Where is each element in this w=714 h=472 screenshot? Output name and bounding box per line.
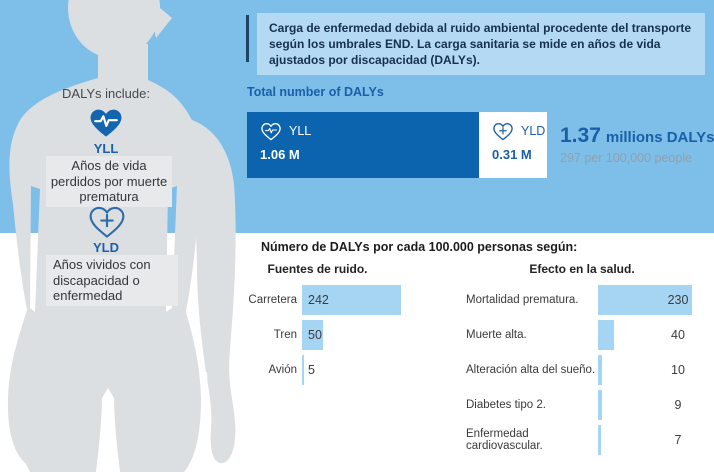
- bar: [302, 320, 323, 350]
- yll-bar-value: 1.06 M: [260, 147, 300, 162]
- bar-label: Diabetes tipo 2.: [466, 399, 546, 411]
- bar-label: Enfermedad cardiovascular.: [466, 428, 543, 452]
- heart-pulse-icon: [90, 109, 122, 137]
- yll-bar-label: YLL: [289, 124, 312, 138]
- chart-title: Fuentes de ruido.: [267, 262, 368, 276]
- yll-segment: YLL 1.06 M: [247, 112, 479, 178]
- total-dalys-number: 1.37: [560, 124, 601, 147]
- bar-value: 242: [308, 293, 329, 307]
- bar: [598, 320, 615, 350]
- yld-term-label: YLD: [93, 240, 119, 255]
- dalys-stacked-bar: YLL 1.06 M YLD 0.31 M: [247, 112, 547, 178]
- bar-label: Muerte alta.: [466, 329, 527, 341]
- bar-label: Avión: [268, 364, 297, 376]
- yld-bar-value: 0.31 M: [492, 147, 532, 162]
- yld-bar-label: YLD: [521, 124, 546, 138]
- chart-row: Muerte alta. 40: [466, 320, 714, 350]
- header-accent-line: [246, 15, 249, 62]
- bar: [302, 285, 402, 315]
- per-capita-rate: 297 per 100,000 people: [560, 151, 693, 165]
- chart-row: Diabetes tipo 2. 9: [466, 390, 714, 420]
- chart-row: Carretera 242: [245, 285, 450, 315]
- chart-row: Tren 50: [245, 320, 450, 350]
- bar-label: Mortalidad prematura.: [466, 294, 579, 306]
- bar-label: Carretera: [248, 294, 297, 306]
- yld-segment: YLD 0.31 M: [479, 112, 547, 178]
- bar-value: 7: [674, 433, 682, 447]
- total-dalys-unit: millions DALYs: [605, 129, 714, 146]
- bar-label: Tren: [273, 329, 297, 341]
- bar-value: 10: [671, 363, 685, 377]
- chart-row: Mortalidad prematura. 230: [466, 285, 714, 315]
- chart-title: Efecto en la salud.: [529, 262, 635, 276]
- bar-value: 5: [308, 363, 315, 377]
- chart-row: Enfermedad cardiovascular. 7: [466, 425, 714, 455]
- bar: [302, 355, 305, 385]
- charts-section-title: Número de DALYs por cada 100.000 persona…: [261, 240, 578, 254]
- yll-term-label: YLL: [93, 141, 119, 156]
- health-effects-chart: Efecto en la salud. Mortalidad prematura…: [466, 262, 714, 460]
- dalys-include-label: DALYs include:: [62, 86, 150, 101]
- bar-label: Alteración alta del sueño.: [466, 364, 596, 376]
- bar-value: 50: [308, 328, 322, 342]
- heart-plus-icon: [493, 123, 513, 141]
- total-dalys-summary: 1.37 millions DALYs 297 per 100,000 peopl…: [560, 124, 714, 165]
- chart-row: Avión 5: [245, 355, 450, 385]
- bar: [598, 285, 693, 315]
- totals-section-label: Total number of DALYs: [247, 85, 384, 99]
- bar: [598, 390, 602, 420]
- heart-plus-icon: [89, 206, 125, 238]
- heart-pulse-icon: [261, 123, 281, 141]
- header-note: Carga de enfermedad debida al ruido ambi…: [257, 13, 705, 75]
- chart-row: Alteración alta del sueño. 10: [466, 355, 714, 385]
- yld-description: Años vividos con discapacidad o enfermed…: [46, 255, 178, 306]
- bar-value: 230: [667, 293, 689, 307]
- bar: [598, 425, 601, 455]
- yll-description: Años de vida perdidos por muerte prematu…: [46, 156, 172, 207]
- bar: [598, 355, 603, 385]
- bar-value: 9: [674, 398, 682, 412]
- noise-sources-chart: Fuentes de ruido. Carretera 242 Tren 50 Avió…: [245, 262, 450, 390]
- bar-value: 40: [671, 328, 685, 342]
